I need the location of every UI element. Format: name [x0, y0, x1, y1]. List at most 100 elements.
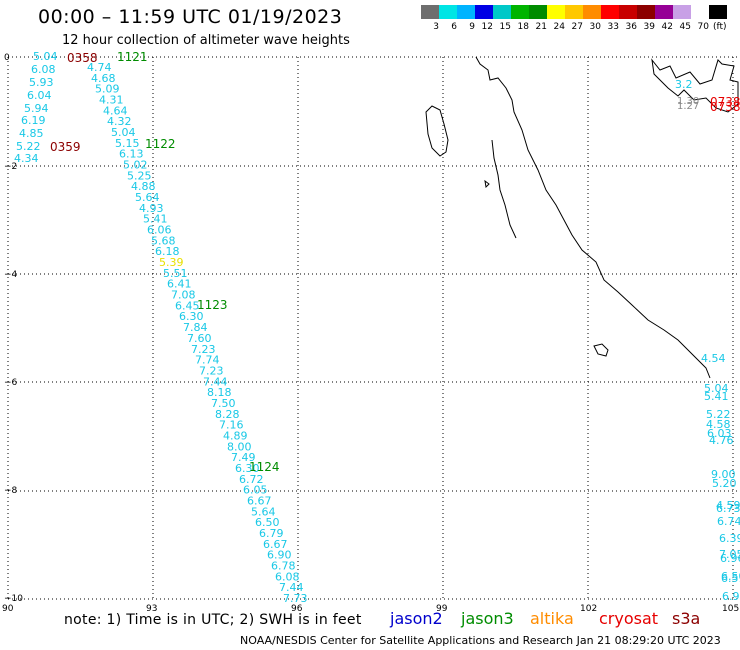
color-swatch [691, 5, 709, 19]
wave-height-value: 1.30 [677, 96, 699, 107]
map-title: 00:00 – 11:59 UTC 01/19/2023 [38, 6, 343, 28]
time-label: 1122 [145, 137, 176, 151]
wave-height-value: 4.31 [99, 94, 124, 107]
jason3-track-west: 5.046.085.936.045.946.194.855.224.34 [14, 50, 58, 165]
legend-altika: altika [530, 609, 574, 628]
color-swatch [439, 5, 457, 19]
wave-height-value: 4.64 [103, 104, 128, 117]
color-swatch [457, 5, 475, 19]
northeast-coast [651, 58, 739, 113]
map-area [8, 57, 738, 600]
color-swatch [619, 5, 637, 19]
color-scale-bar [421, 5, 727, 19]
wave-height-value: 5.09 [95, 83, 120, 96]
color-scale-label: 6 [451, 22, 457, 32]
wave-height-value: 7.84 [183, 321, 208, 334]
wave-height-value: 6.67 [263, 538, 288, 551]
color-swatch [511, 5, 529, 19]
latitude-tick-label: −2 [4, 162, 17, 172]
wave-height-value: 5.64 [251, 505, 276, 518]
wave-height-value: 7.08 [171, 289, 196, 302]
wave-height-value: 1.27 [677, 101, 699, 112]
color-swatch [565, 5, 583, 19]
color-scale-label: 39 [643, 22, 655, 32]
wave-height-value: 6.05 [243, 484, 268, 497]
color-scale-label: 21 [535, 22, 547, 32]
color-scale-label: 33 [607, 22, 619, 32]
wave-height-value: 6.74 [717, 515, 740, 528]
wave-height-value: 6.30 [179, 310, 204, 323]
wave-height-value: 5.15 [115, 137, 140, 150]
color-scale-unit: (ft) [713, 22, 727, 32]
mainland-coast [475, 56, 711, 379]
color-scale-label: 9 [469, 22, 475, 32]
wave-height-value: 6.06 [147, 224, 172, 237]
longitude-tick-label: 96 [291, 604, 303, 614]
time-label: 0358 [67, 51, 98, 65]
wave-height-value: 7.16 [219, 419, 244, 432]
color-scale-label: 18 [517, 22, 529, 32]
color-scale-label: 12 [481, 22, 493, 32]
wave-height-value: 7.74 [195, 354, 220, 367]
wave-height-value: 6.72 [239, 473, 264, 486]
wave-height-value: 3.2 [675, 78, 693, 91]
color-swatch [673, 5, 691, 19]
wave-height-value: 4.34 [14, 152, 39, 165]
wave-height-value: 7.44 [203, 375, 228, 388]
wave-height-value: 4.89 [223, 429, 248, 442]
wave-height-value: 5.39 [159, 256, 184, 269]
wave-height-value: 5.22 [16, 140, 41, 153]
northwest-peninsula [425, 105, 449, 157]
color-swatch [421, 5, 439, 19]
coastline [425, 56, 739, 379]
island-2 [484, 179, 490, 189]
wave-height-value: 6.03 [707, 427, 732, 440]
time-label: 1121 [117, 50, 148, 64]
time-label: 0738 [710, 100, 740, 114]
longitude-tick-label: 99 [436, 604, 448, 614]
wave-height-value: 6.90 [267, 549, 292, 562]
wave-height-value: 6.04 [27, 89, 52, 102]
wave-height-value: 4.68 [91, 72, 116, 85]
wave-height-value: 5.41 [143, 213, 168, 226]
legend-s3a: s3a [672, 609, 701, 628]
wave-height-value: 5.41 [704, 390, 729, 403]
wave-height-value: 7.50 [211, 397, 236, 410]
color-swatch [709, 5, 727, 19]
wave-height-value: 6.13 [119, 148, 144, 161]
color-scale-label: 3 [433, 22, 439, 32]
wave-height-value: 7.49 [231, 451, 256, 464]
wave-height-value: 5.04 [111, 126, 136, 139]
wave-height-value: 6.50 [721, 570, 740, 583]
wave-height-value: 7.44 [279, 581, 304, 594]
footer-note: note: 1) Time is in UTC; 2) SWH is in fe… [64, 612, 362, 628]
wave-height-value: 8.00 [227, 440, 252, 453]
color-swatch [601, 5, 619, 19]
wave-height-value: 6.50 [255, 516, 280, 529]
wave-height-value: 4.88 [131, 180, 156, 193]
wave-height-value: 6.78 [271, 559, 296, 572]
wave-height-value: 4.59 [716, 499, 740, 512]
color-scale-label: 27 [571, 22, 583, 32]
wave-height-value: 7.05 [719, 548, 740, 561]
longitude-ticks: 90 93 96 99 102 105 [2, 604, 739, 614]
wave-height-value: 4.76 [709, 434, 734, 447]
color-swatch [529, 5, 547, 19]
wave-height-value: 5.51 [163, 267, 188, 280]
wave-height-value: 4.54 [701, 352, 726, 365]
wave-height-value: 6.9 [722, 590, 740, 603]
color-swatch [637, 5, 655, 19]
wave-height-value: 9.00 [711, 468, 736, 481]
color-scale-label: 70 [697, 22, 709, 32]
time-label: 1124 [249, 460, 280, 474]
time-label: 0738 [710, 95, 740, 109]
wave-height-value: 7.23 [199, 364, 224, 377]
color-scale-label: 15 [499, 22, 511, 32]
longitude-tick-label: 105 [722, 604, 739, 614]
wave-height-value: 7.23 [191, 343, 216, 356]
wave-height-value: 4.85 [19, 127, 44, 140]
wave-height-value: 5.04 [33, 50, 58, 63]
wave-height-value: 8.28 [215, 408, 240, 421]
latitude-tick-label: −8 [4, 486, 18, 496]
